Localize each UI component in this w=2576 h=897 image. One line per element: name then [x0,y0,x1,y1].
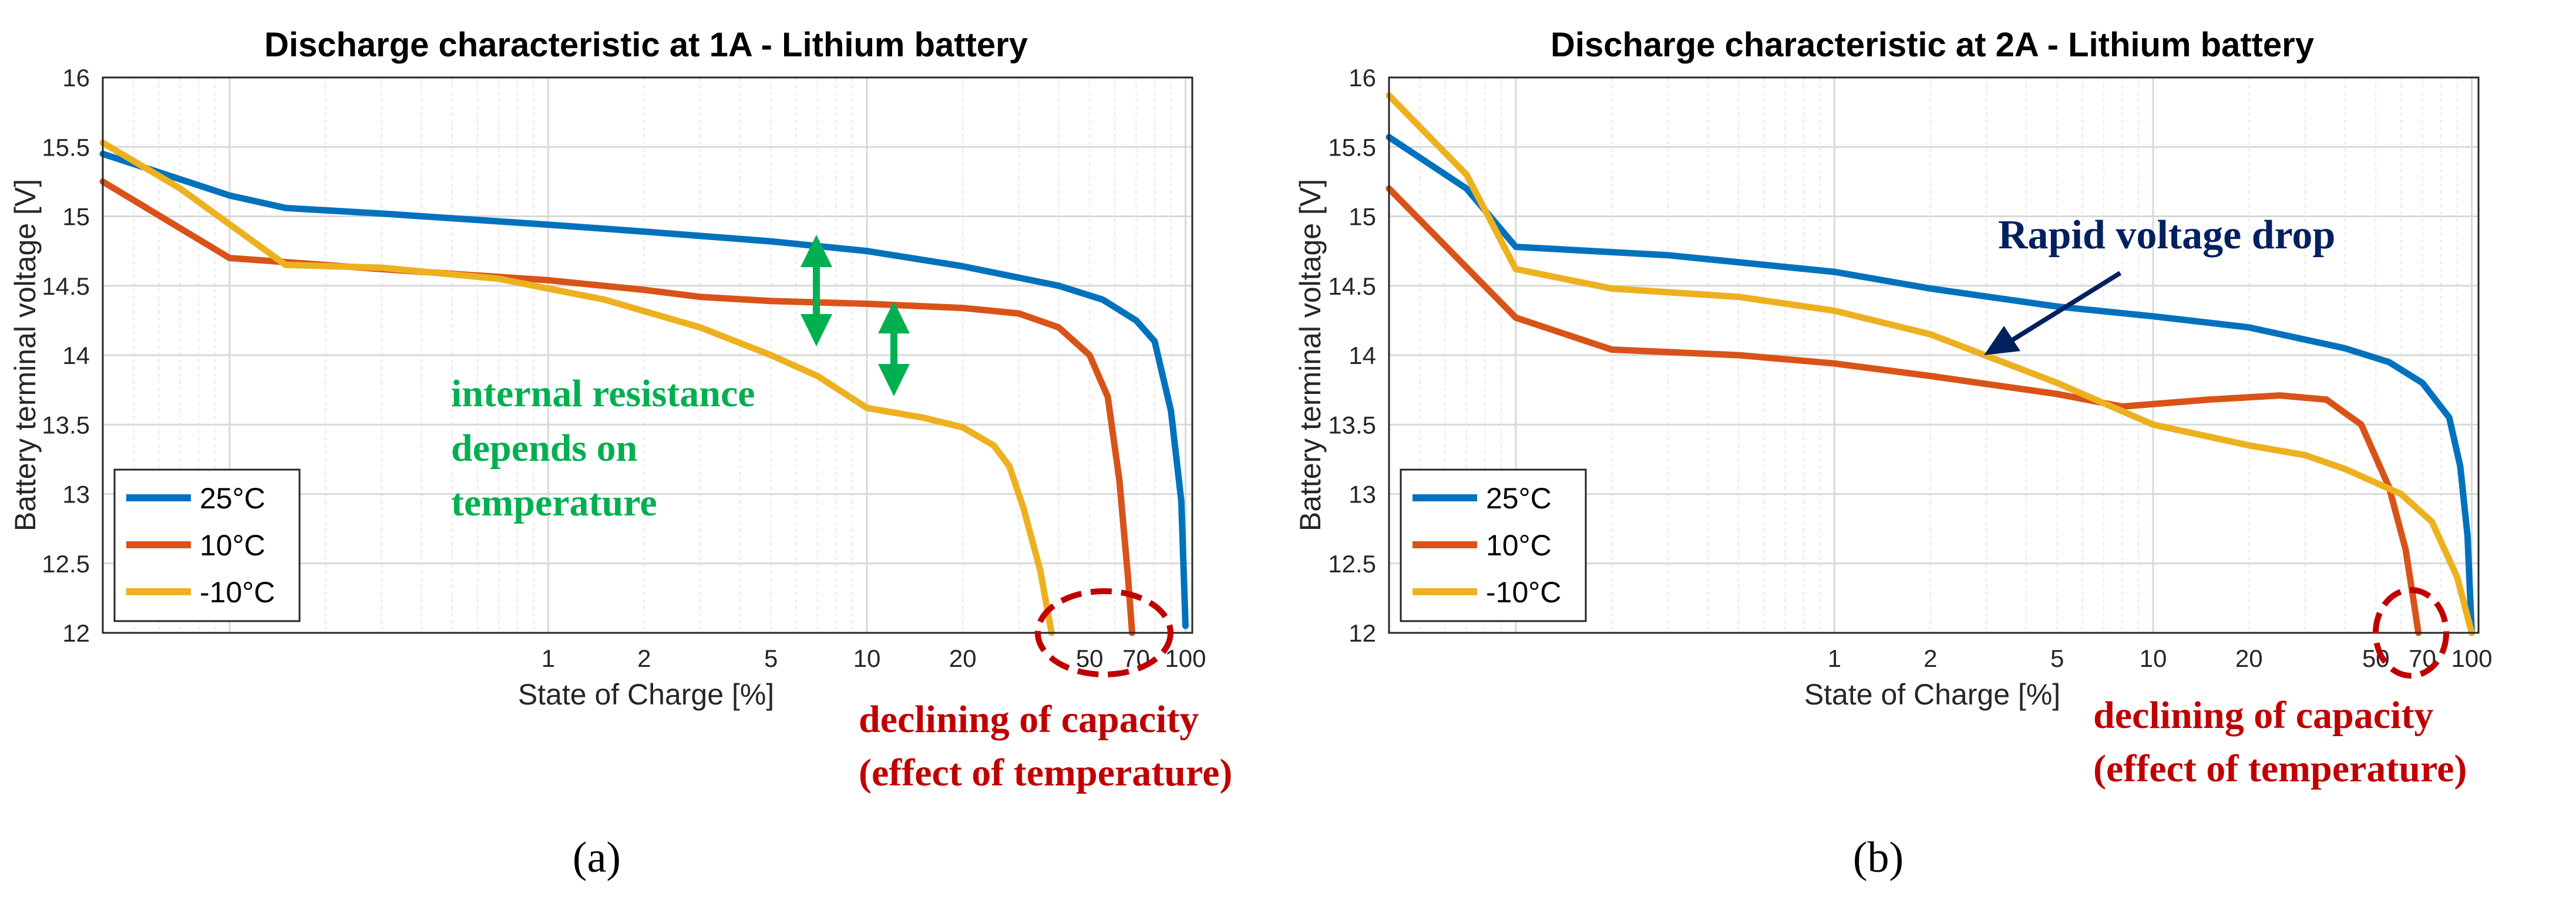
legend-label-25c: 25°C [1486,482,1552,515]
chart-title: Discharge characteristic at 1A - Lithium… [264,26,1028,64]
legend: 25°C 10°C -10°C [113,468,301,622]
y-tick-label: 13.5 [42,411,90,439]
annotation-capacity-line-1: declining of capacity [2093,694,2433,737]
y-tick-label: 14 [1348,342,1376,369]
y-tick-label: 16 [1348,64,1376,92]
y-tick-label: 15.5 [42,133,90,161]
x-tick-label: 5 [2050,645,2064,672]
x-tick-label: 10 [853,645,881,672]
legend-label-10c: 10°C [200,529,265,562]
annotation-internal-resistance-line-2: depends on [451,427,637,470]
capacity-decline-ellipse [2373,587,2449,679]
series-group [99,139,1189,636]
y-axis-label: Battery terminal voltage [V] [1294,179,1327,531]
legend-label-25c: 25°C [200,482,265,515]
y-tick-label: 12 [1348,619,1376,647]
y-tick-label: 12 [62,619,90,647]
y-tick-label: 13 [62,481,90,508]
x-tick-label: 100 [2451,645,2492,672]
x-axis-label: State of Charge [%] [1804,678,2060,711]
legend-label-minus10c: -10°C [200,576,275,609]
rapid-drop-arrow [1984,271,2122,355]
plot-frame [1388,76,2480,634]
y-tick-labels: 12 12.5 13 13.5 14 14.5 15 15.5 16 [1328,64,1376,647]
panel-label-b: (b) [1853,834,1904,882]
x-tick-label: 20 [2235,645,2263,672]
annotation-internal-resistance-line-1: internal resistance [451,372,755,415]
x-tick-label: 2 [1923,645,1937,672]
legend-label-minus10c: -10°C [1486,576,1561,609]
y-tick-label: 14.5 [42,272,90,300]
legend: 25°C 10°C -10°C [1400,468,1587,622]
x-tick-label: 1 [1828,645,1841,672]
x-tick-label: 10 [2140,645,2167,672]
x-axis-label: State of Charge [%] [518,678,774,711]
panel-label-a: (a) [573,834,621,882]
panel-a: Discharge characteristic at 1A - Lithium… [9,26,1232,882]
x-tick-label: 2 [637,645,651,672]
y-tick-label: 12.5 [1328,550,1376,578]
y-tick-label: 13 [1348,481,1376,508]
series-line-minus10c [1385,92,2475,636]
series-group [1385,92,2475,636]
y-tick-labels: 12 12.5 13 13.5 14 14.5 15 15.5 16 [42,64,90,647]
y-tick-label: 15 [62,203,90,231]
annotation-capacity-line-1: declining of capacity [859,698,1199,741]
y-tick-label: 12.5 [42,550,90,578]
series-line-25c [99,150,1189,629]
y-tick-label: 15 [1348,203,1376,231]
annotation-rapid-voltage-drop: Rapid voltage drop [1998,213,2335,258]
panel-b: Discharge characteristic at 2A - Lithium… [1294,26,2493,882]
x-tick-label: 5 [764,645,778,672]
y-tick-label: 16 [62,64,90,92]
series-line-25c [1385,134,2475,636]
y-tick-label: 13.5 [1328,411,1376,439]
y-tick-label: 15.5 [1328,133,1376,161]
plot-frame [102,76,1193,634]
annotation-capacity-line-2: (effect of temperature) [859,751,1232,794]
resistance-arrow-2 [878,301,910,396]
x-tick-label: 1 [542,645,555,672]
x-tick-label: 50 [1076,645,1104,672]
annotation-capacity-line-2: (effect of temperature) [2093,747,2467,790]
y-axis-label: Battery terminal voltage [V] [9,179,42,531]
x-tick-label: 20 [949,645,977,672]
series-line-10c [1385,185,2422,636]
chart-title: Discharge characteristic at 2A - Lithium… [1551,26,2314,64]
legend-label-10c: 10°C [1486,529,1552,562]
y-tick-label: 14 [62,342,90,369]
resistance-arrow-1 [801,235,832,346]
x-tick-labels: 1 2 5 10 20 50 70 100 [542,645,1206,672]
annotation-internal-resistance-line-3: temperature [451,481,657,524]
x-tick-label: 100 [1165,645,1206,672]
series-line-minus10c [99,139,1055,636]
capacity-decline-ellipse [1035,588,1173,677]
y-tick-label: 14.5 [1328,272,1376,300]
